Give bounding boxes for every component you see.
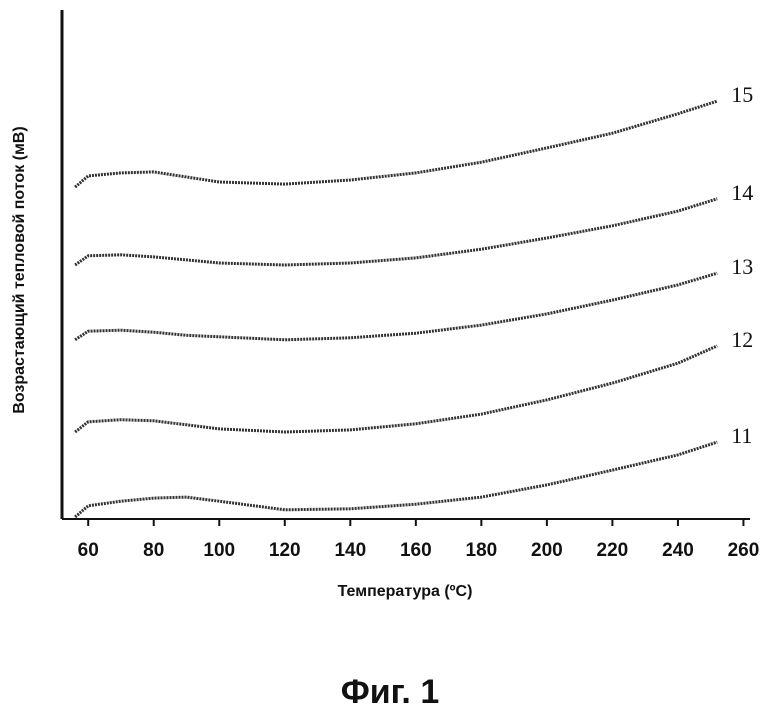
chart: Возрастающий тепловой поток (мВ) Темпера… [0,0,780,719]
x-tick-label: 80 [143,540,164,561]
x-tick-label: 220 [597,540,629,561]
x-tick-label: 200 [531,540,563,561]
x-tick-label: 100 [203,540,235,561]
data-line [75,101,717,187]
x-tick-label: 180 [466,540,498,561]
series-label: 12 [731,327,753,352]
data-line [75,199,717,265]
data-line [75,273,717,340]
data-line [75,442,717,517]
x-tick-label: 160 [400,540,432,561]
series-label: 11 [731,423,752,448]
figure-caption: Фиг. 1 [341,673,439,711]
x-tick-label: 60 [78,540,99,561]
x-tick-label: 240 [662,540,694,561]
x-axis-label: Температура (ºC) [338,583,473,600]
x-tick-label: 140 [334,540,366,561]
x-tick-label: 260 [728,540,760,561]
series-label: 15 [731,82,753,107]
series-label: 13 [731,254,753,279]
x-tick-label: 120 [269,540,301,561]
data-line [75,346,717,432]
y-axis-label: Возрастающий тепловой поток (мВ) [11,126,28,413]
series-label: 14 [731,180,753,205]
